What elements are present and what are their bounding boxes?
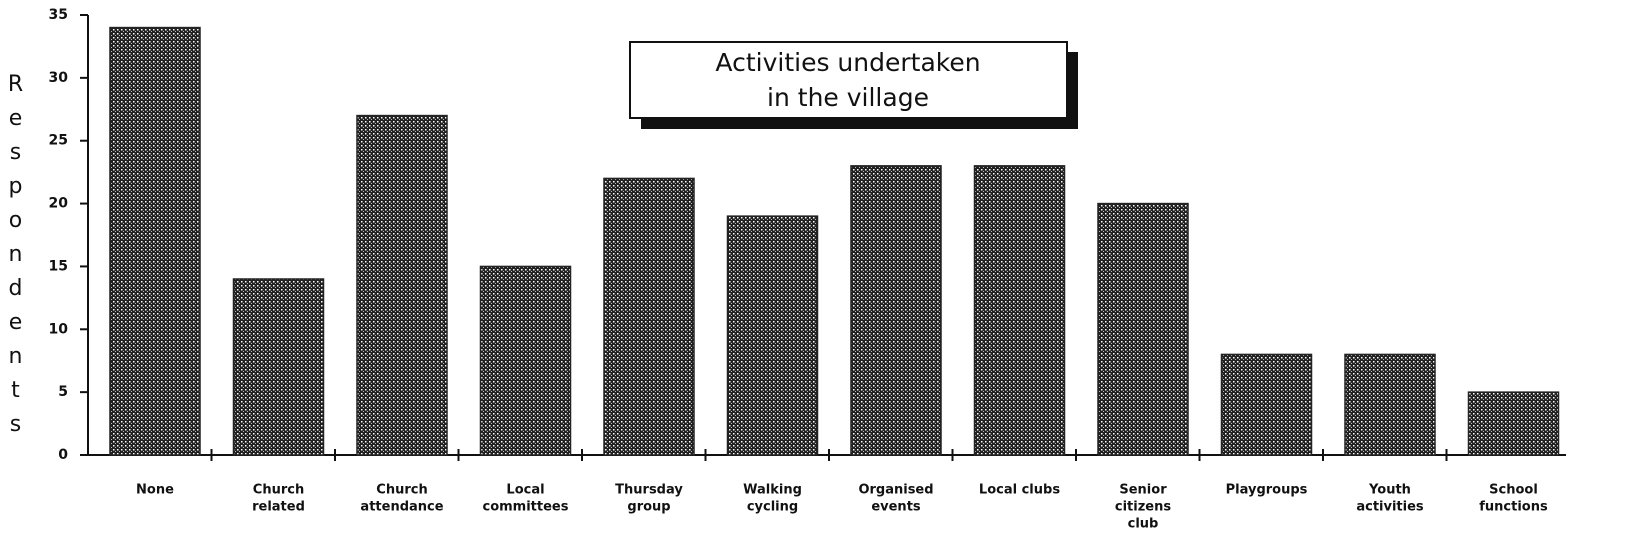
x-tick-label: events <box>871 500 921 515</box>
x-tick-label: citizens <box>1115 500 1171 515</box>
x-tick-label: Local <box>506 483 544 498</box>
bar <box>1220 353 1313 456</box>
bar <box>232 278 325 456</box>
x-tick-label: Playgroups <box>1226 483 1308 498</box>
x-tick-label: Walking <box>743 483 802 498</box>
bar <box>1344 353 1436 456</box>
bar <box>356 114 448 456</box>
bar <box>1467 391 1560 456</box>
x-tick-label: related <box>252 500 305 515</box>
y-tick-label: 35 <box>49 7 68 23</box>
chart-title: Activities undertaken <box>715 48 980 77</box>
x-tick-label: Youth <box>1368 483 1411 498</box>
bar <box>603 177 695 456</box>
x-tick-label: Local clubs <box>979 483 1060 498</box>
title-box <box>629 41 1068 119</box>
x-tick-label: activities <box>1356 500 1424 515</box>
x-tick-label: None <box>136 483 174 498</box>
chart-title: in the village <box>767 83 929 112</box>
y-tick-label: 15 <box>49 258 68 274</box>
y-tick-label: 10 <box>49 321 69 337</box>
y-axis-label: Respondents <box>3 72 28 446</box>
y-tick-label: 0 <box>58 447 68 463</box>
x-tick-label: School <box>1489 483 1538 498</box>
x-tick-label: Church <box>253 483 304 498</box>
x-tick-label: club <box>1128 517 1159 532</box>
x-tick-label: group <box>627 500 670 515</box>
y-tick-label: 5 <box>58 384 68 400</box>
y-tick-label: 25 <box>49 133 68 149</box>
x-tick-label: Organised <box>858 483 933 498</box>
y-tick-label: 30 <box>49 70 69 86</box>
bar <box>973 165 1066 456</box>
x-tick-label: committees <box>483 500 569 515</box>
x-tick-label: cycling <box>747 500 798 515</box>
x-tick-label: attendance <box>360 500 443 515</box>
bar <box>1097 202 1189 456</box>
bar <box>109 26 201 456</box>
bar <box>726 215 819 456</box>
x-tick-label: functions <box>1479 500 1548 515</box>
x-tick-label: Thursday <box>615 483 683 498</box>
x-tick-label: Church <box>376 483 427 498</box>
x-tick-label: Senior <box>1119 483 1167 498</box>
bar <box>479 265 572 456</box>
bar <box>850 165 942 456</box>
y-tick-label: 20 <box>49 196 69 212</box>
